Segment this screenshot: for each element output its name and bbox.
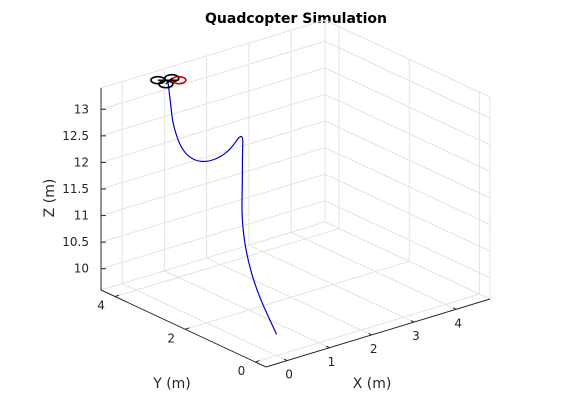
grid-edge [324, 221, 491, 300]
y-tick-label: 0 [238, 364, 246, 378]
x-tick-mark [410, 320, 415, 323]
grid-floor-y [114, 228, 340, 298]
grid-floor-x [121, 283, 288, 362]
x-axis-label: X (m) [353, 376, 392, 392]
grid-wall-z [100, 147, 326, 217]
x-tick-label: 4 [454, 316, 462, 330]
grid-lines [100, 19, 491, 363]
z-tick-label: 11.5 [62, 182, 89, 196]
z-tick-label: 10 [74, 262, 89, 276]
grid-wall-z [324, 40, 491, 119]
grid-wall-z [100, 93, 326, 163]
y-tick-mark [255, 360, 260, 363]
grid-floor-x [248, 244, 415, 323]
y-tick-mark [114, 294, 120, 298]
y-axis-line [100, 289, 267, 368]
grid-wall-z [324, 147, 491, 226]
z-tick-label: 11 [74, 209, 89, 223]
x-tick-label: 3 [412, 329, 420, 343]
chart-title: Quadcopter Simulation [205, 11, 387, 27]
z-tick-label: 10.5 [62, 235, 89, 249]
y-tick-mark [185, 327, 190, 330]
z-tick-label: 12.5 [62, 129, 89, 143]
quad-arm [165, 77, 173, 85]
grid-floor-x [206, 257, 372, 336]
y-axis-label: Y (m) [152, 376, 191, 392]
trajectory-line [167, 81, 278, 335]
x-tick-label: 2 [370, 342, 378, 356]
grid-wall-z [324, 120, 491, 199]
x-tick-mark [326, 345, 330, 349]
trajectory [167, 81, 278, 335]
z-axis-label: Z (m) [42, 179, 58, 218]
grid-floor-x [164, 270, 330, 349]
y-tick-label: 2 [167, 331, 175, 345]
x-tick-label: 0 [285, 368, 293, 382]
grid-wall-z [324, 93, 491, 172]
y-tick-label: 4 [97, 299, 105, 313]
z-tick-label: 12 [74, 155, 89, 169]
grid-edge [324, 19, 491, 98]
grid-wall-z [324, 173, 491, 252]
grid-wall-z [324, 200, 491, 279]
x-axis-line [265, 298, 491, 368]
grid-wall-z [100, 200, 326, 270]
grid-wall-z [100, 173, 326, 243]
grid-floor-y [185, 260, 410, 330]
x-tick-mark [452, 307, 457, 310]
quadcopter-marker [150, 73, 187, 89]
axes [100, 88, 491, 368]
grid-edge [100, 221, 326, 291]
x-tick-mark [368, 332, 372, 336]
grid-floor-y [255, 293, 480, 363]
x-tick-label: 1 [328, 355, 336, 369]
grid-wall-z [100, 120, 326, 190]
grid-wall-z [324, 67, 491, 146]
grid-wall-z [100, 67, 326, 137]
x-tick-mark [283, 358, 288, 362]
grid-wall-z [100, 40, 326, 110]
z-tick-label: 13 [74, 102, 89, 116]
grid-edge [100, 19, 326, 89]
grid-floor-x [290, 231, 457, 310]
